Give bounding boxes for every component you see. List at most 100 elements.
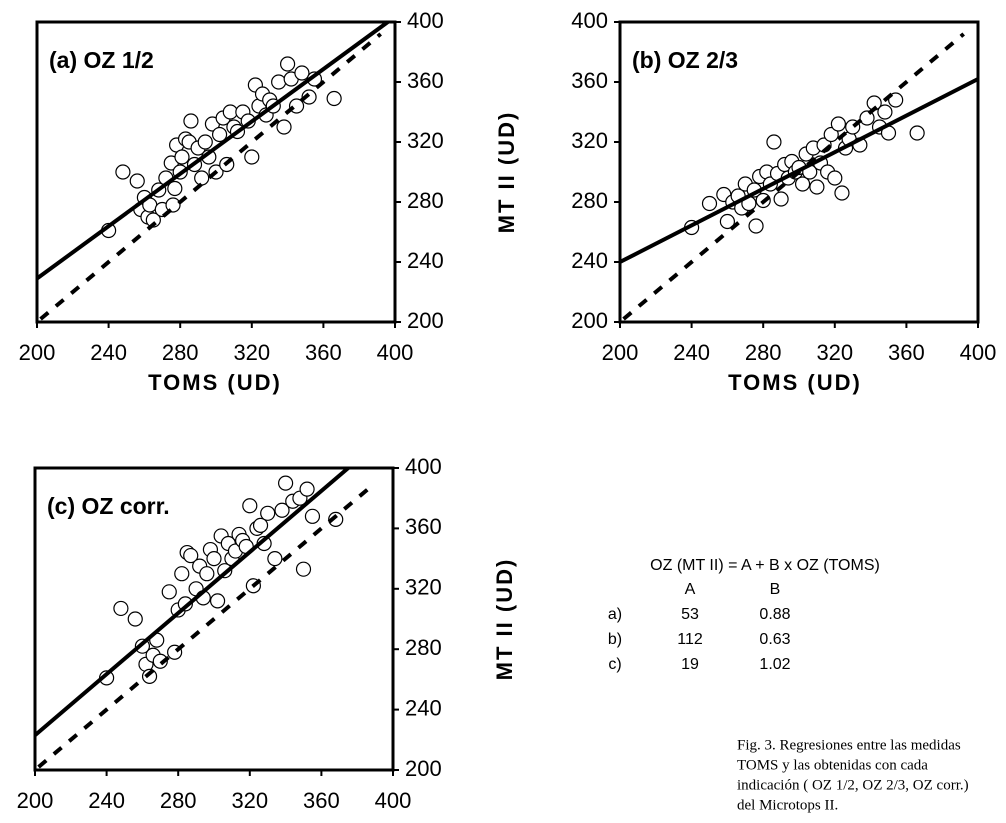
table-cell: c) xyxy=(608,656,621,673)
point xyxy=(174,149,190,165)
point xyxy=(719,213,736,230)
x-tick-label: 240 xyxy=(673,340,710,365)
y-tick-label: 360 xyxy=(407,68,444,93)
plot-frame xyxy=(33,466,395,772)
y-tick-label: 200 xyxy=(407,308,444,333)
point xyxy=(299,481,315,497)
regression-line xyxy=(39,32,382,321)
plot-frame xyxy=(618,20,980,324)
y-tick-label: 360 xyxy=(405,514,442,539)
point xyxy=(113,600,129,617)
point xyxy=(830,116,846,132)
regression-line xyxy=(35,20,390,281)
y-tick-label: 200 xyxy=(405,756,442,781)
point xyxy=(909,125,925,141)
x-tick-label: 200 xyxy=(17,788,54,813)
point xyxy=(794,176,811,192)
table-cell: a) xyxy=(608,606,622,623)
y-tick-label: 360 xyxy=(571,68,608,93)
point xyxy=(167,180,183,197)
point xyxy=(271,74,287,90)
panel-title: (c) OZ corr. xyxy=(47,493,170,519)
y-tick-label: 240 xyxy=(571,248,608,273)
point xyxy=(278,475,294,491)
y-axis-label: MT II (UD) xyxy=(494,111,519,234)
x-tick-label: 320 xyxy=(231,788,268,813)
point xyxy=(242,498,258,514)
point xyxy=(209,593,226,609)
point xyxy=(748,218,764,234)
point xyxy=(294,65,310,81)
point xyxy=(197,134,213,150)
point xyxy=(115,164,131,180)
point xyxy=(280,56,296,72)
x-tick-label: 240 xyxy=(90,340,127,365)
point xyxy=(773,191,789,207)
table-cell: 0.63 xyxy=(759,631,790,648)
point xyxy=(174,566,190,582)
plot-frame xyxy=(35,20,397,324)
y-tick-label: 400 xyxy=(405,454,442,479)
point xyxy=(252,517,269,533)
point xyxy=(244,149,260,165)
table-cell: 1.02 xyxy=(759,656,790,673)
point xyxy=(877,104,893,120)
x-tick-label: 320 xyxy=(233,340,270,365)
point xyxy=(328,511,344,527)
x-tick-label: 400 xyxy=(375,788,412,813)
table-cell: b) xyxy=(608,631,622,648)
table-header: A xyxy=(685,581,696,598)
point xyxy=(276,119,292,135)
point xyxy=(274,502,290,518)
x-tick-label: 360 xyxy=(303,788,340,813)
table-title: OZ (MT II) = A + B x OZ (TOMS) xyxy=(650,557,880,574)
point xyxy=(194,170,210,186)
y-tick-label: 240 xyxy=(407,248,444,273)
point xyxy=(827,170,843,186)
x-tick-label: 400 xyxy=(960,340,997,365)
table-header: B xyxy=(770,581,781,598)
x-tick-label: 400 xyxy=(377,340,414,365)
point xyxy=(267,550,283,567)
y-tick-label: 320 xyxy=(571,128,608,153)
y-tick-label: 280 xyxy=(571,188,608,213)
x-tick-label: 320 xyxy=(816,340,853,365)
x-tick-label: 200 xyxy=(602,340,639,365)
caption-line: Fig. 3. Regresiones entre las medidas xyxy=(737,737,961,753)
point xyxy=(183,547,199,564)
y-tick-label: 400 xyxy=(407,8,444,33)
point xyxy=(127,611,143,627)
x-tick-label: 200 xyxy=(19,340,56,365)
y-tick-label: 320 xyxy=(405,575,442,600)
point xyxy=(304,508,321,524)
point xyxy=(809,179,825,195)
x-tick-label: 360 xyxy=(888,340,925,365)
point xyxy=(823,126,839,143)
table-cell: 19 xyxy=(681,656,699,673)
point xyxy=(211,126,228,143)
point xyxy=(222,104,238,120)
y-tick-label: 200 xyxy=(571,308,608,333)
x-axis-label: TOMS (UD) xyxy=(728,370,862,395)
point xyxy=(834,185,850,201)
y-tick-label: 280 xyxy=(407,188,444,213)
point xyxy=(199,566,215,582)
table-cell: 112 xyxy=(677,631,703,648)
regression-line xyxy=(33,466,350,737)
regression-line xyxy=(37,484,373,769)
point xyxy=(129,173,145,189)
point xyxy=(701,195,718,212)
point xyxy=(295,561,312,577)
y-tick-label: 280 xyxy=(405,635,442,660)
y-tick-label: 400 xyxy=(571,8,608,33)
x-tick-label: 280 xyxy=(745,340,782,365)
point xyxy=(206,550,222,567)
caption-line: del Microtops II. xyxy=(737,797,838,813)
point xyxy=(183,113,199,129)
caption-line: TOMS y las obtenidas con cada xyxy=(737,757,928,773)
x-tick-label: 280 xyxy=(162,340,199,365)
caption-line: indicación ( OZ 1/2, OZ 2/3, OZ corr.) xyxy=(737,777,969,793)
y-tick-label: 320 xyxy=(407,128,444,153)
